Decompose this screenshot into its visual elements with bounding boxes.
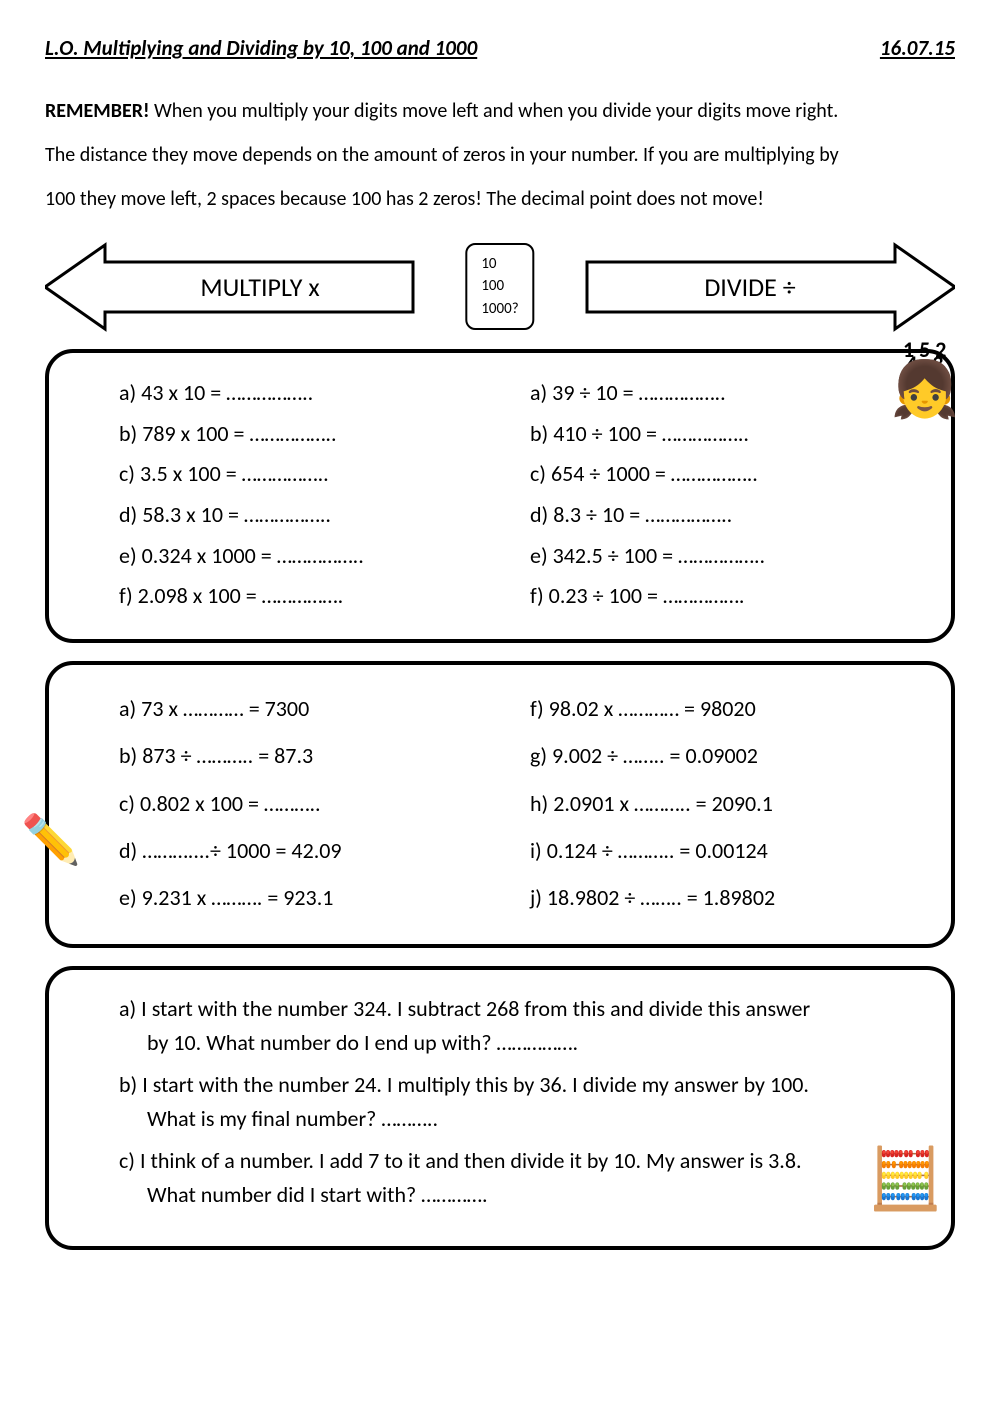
worksheet-header: L.O. Multiplying and Dividing by 10, 100… <box>45 35 955 61</box>
multiply-arrow: MULTIPLY x <box>45 242 415 332</box>
q2-j: j) 18.9802 ÷ …….. = 1.89802 <box>530 874 911 921</box>
q1r-e: e) 342.5 ÷ 100 = …………….. <box>530 536 911 577</box>
q2-e: e) 9.231 x ………. = 923.1 <box>119 874 500 921</box>
intro-line-2: The distance they move depends on the am… <box>45 133 955 177</box>
q1r-f: f) 0.23 ÷ 100 = ……………. <box>530 576 911 617</box>
q2-c: c) 0.802 x 100 = ……….. <box>119 780 500 827</box>
q2-f: f) 98.02 x ………… = 98020 <box>530 685 911 732</box>
q3-b: b) I start with the number 24. I multipl… <box>119 1068 831 1136</box>
divide-column: a) 39 ÷ 10 = …………….. b) 410 ÷ 100 = …………… <box>530 373 911 617</box>
q2-i: i) 0.124 ÷ ……….. = 0.00124 <box>530 827 911 874</box>
q2-h: h) 2.0901 x ……….. = 2090.1 <box>530 780 911 827</box>
center-10: 10 <box>481 253 518 276</box>
q2-b: b) 873 ÷ ……….. = 87.3 <box>119 732 500 779</box>
q1r-d: d) 8.3 ÷ 10 = …………….. <box>530 495 911 536</box>
q2-d: d) ………....÷ 1000 = 42.09 <box>119 827 500 874</box>
q3-a: a) I start with the number 324. I subtra… <box>119 992 831 1060</box>
panel-basic-problems: 1 5 24 3👧 a) 43 x 10 = …………….. b) 789 x … <box>45 349 955 643</box>
arrow-right-icon <box>585 242 955 332</box>
q2-a: a) 73 x ………… = 7300 <box>119 685 500 732</box>
q1-e: e) 0.324 x 1000 = …………….. <box>119 536 500 577</box>
q1-c: c) 3.5 x 100 = …………….. <box>119 454 500 495</box>
center-100: 100 <box>481 275 518 298</box>
q1r-c: c) 654 ÷ 1000 = …………….. <box>530 454 911 495</box>
q2-g: g) 9.002 ÷ …….. = 0.09002 <box>530 732 911 779</box>
arrow-left-icon <box>45 242 415 332</box>
intro-line-3: 100 they move left, 2 spaces because 100… <box>45 177 955 221</box>
q1r-a: a) 39 ÷ 10 = …………….. <box>530 373 911 414</box>
arrows-row: MULTIPLY x 10 100 1000? DIVIDE ÷ <box>45 239 955 334</box>
panel-missing-values: ✏️ a) 73 x ………… = 7300 b) 873 ÷ ……….. = … <box>45 661 955 947</box>
panel-word-problems: 🧮 a) I start with the number 324. I subt… <box>45 966 955 1251</box>
calculator-icon: 🧮 <box>868 1143 943 1216</box>
q1-d: d) 58.3 x 10 = …………….. <box>119 495 500 536</box>
divide-arrow: DIVIDE ÷ <box>585 242 955 332</box>
missing-right-column: f) 98.02 x ………… = 98020 g) 9.002 ÷ …….. … <box>530 685 911 921</box>
worksheet-date: 16.07.15 <box>880 35 955 61</box>
missing-left-column: a) 73 x ………… = 7300 b) 873 ÷ ……….. = 87.… <box>119 685 500 921</box>
q3-c: c) I think of a number. I add 7 to it an… <box>119 1144 831 1212</box>
intro-text: REMEMBER! When you multiply your digits … <box>45 89 955 221</box>
pencil-icon: ✏️ <box>21 810 81 869</box>
center-numbers-box: 10 100 1000? <box>465 243 534 331</box>
center-1000: 1000? <box>481 298 518 321</box>
multiply-column: a) 43 x 10 = …………….. b) 789 x 100 = …………… <box>119 373 500 617</box>
remember-label: REMEMBER! <box>45 99 149 123</box>
q1-a: a) 43 x 10 = …………….. <box>119 373 500 414</box>
girl-numbers-icon: 1 5 24 3👧 <box>891 343 959 407</box>
intro-line-1: When you multiply your digits move left … <box>149 99 838 123</box>
learning-objective: L.O. Multiplying and Dividing by 10, 100… <box>45 35 477 61</box>
q1r-b: b) 410 ÷ 100 = …………….. <box>530 414 911 455</box>
q1-b: b) 789 x 100 = …………….. <box>119 414 500 455</box>
q1-f: f) 2.098 x 100 = ……………. <box>119 576 500 617</box>
